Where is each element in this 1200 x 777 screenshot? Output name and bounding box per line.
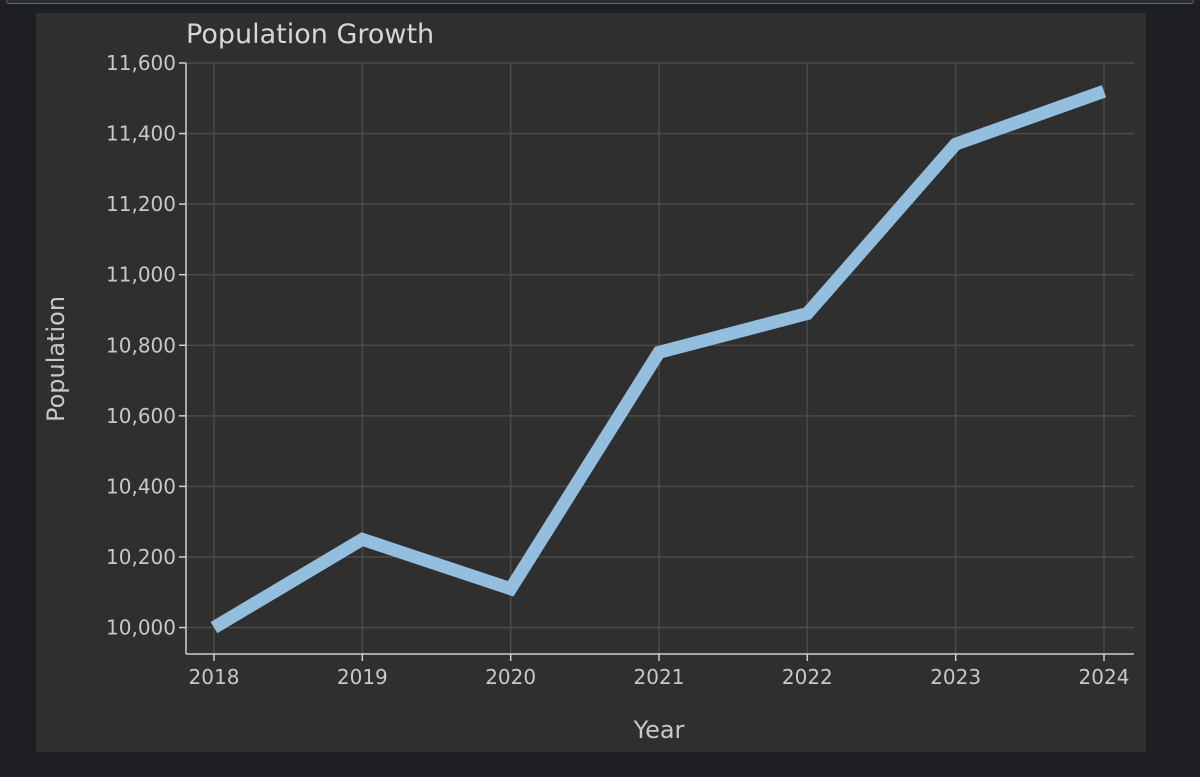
- axes: 10,000 10,200 10,400 10,600 10,800 11,000 11,2…: [106, 51, 1134, 689]
- y-tick-label: 10,600: [106, 404, 176, 428]
- y-tick-label: 10,400: [106, 474, 176, 498]
- y-tick-label: 10,200: [106, 545, 176, 569]
- data-point-2020: [510, 588, 512, 590]
- y-tick-label: 11,200: [106, 192, 176, 216]
- y-tick-label: 10,000: [106, 616, 176, 640]
- x-tick-label: 2023: [930, 665, 981, 689]
- data-point-2018: [213, 627, 215, 629]
- series-line-population: [210, 85, 1107, 634]
- y-tick-label: 11,600: [106, 51, 176, 75]
- x-tick-label: 2020: [485, 665, 536, 689]
- x-tick-label: 2018: [189, 665, 240, 689]
- data-point-2019: [361, 538, 363, 540]
- data-point-2021: [658, 351, 660, 353]
- window-top-edge: [6, 0, 1194, 4]
- y-tick-label: 11,400: [106, 122, 176, 146]
- x-tick-label: 2024: [1079, 665, 1130, 689]
- line-chart: Population Growth 10,000 10,200 10,400 10,6…: [42, 19, 1134, 744]
- chart-panel: Population Growth 10,000 10,200 10,400 10,6…: [36, 13, 1146, 752]
- data-point-2022: [806, 313, 808, 315]
- chart-title: Population Growth: [186, 19, 434, 50]
- y-tick-label: 10,800: [106, 333, 176, 357]
- y-tick-label: 11,000: [106, 263, 176, 287]
- x-tick-label: 2021: [634, 665, 685, 689]
- data-point-2024: [1103, 90, 1105, 92]
- x-tick-label: 2022: [782, 665, 833, 689]
- y-axis-label: Population: [42, 296, 70, 422]
- x-tick-label: 2019: [337, 665, 388, 689]
- data-point-2023: [955, 143, 957, 145]
- x-axis-label: Year: [633, 716, 685, 744]
- series-layer: [210, 85, 1107, 634]
